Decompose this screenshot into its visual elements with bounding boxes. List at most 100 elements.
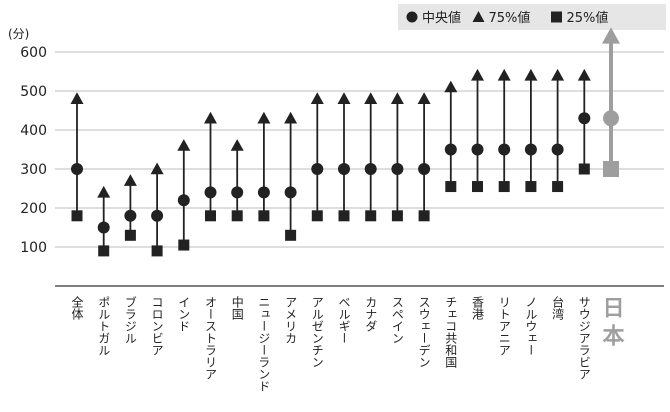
p75-triangle bbox=[471, 68, 484, 81]
median-circle bbox=[97, 221, 110, 234]
median-circle bbox=[311, 163, 324, 175]
x-tick-label: 台湾 bbox=[551, 295, 565, 321]
median-circle bbox=[471, 143, 484, 156]
p75-triangle bbox=[551, 68, 565, 81]
median-circle bbox=[284, 186, 297, 199]
category-range-20 bbox=[602, 27, 620, 177]
category-range-12 bbox=[390, 92, 404, 222]
gridlines bbox=[55, 51, 664, 248]
p25-square bbox=[285, 229, 297, 241]
median-circle bbox=[524, 143, 537, 156]
category-range-16 bbox=[497, 68, 511, 193]
legend-label: 75%値 bbox=[489, 10, 531, 26]
x-tick-label: 香港 bbox=[471, 296, 485, 320]
median-circle bbox=[204, 186, 217, 199]
category-range-13 bbox=[417, 92, 431, 222]
median-circle bbox=[231, 186, 244, 199]
p25-square bbox=[418, 210, 430, 222]
x-tick-label: アメリカ bbox=[284, 296, 298, 344]
p75-triangle bbox=[364, 92, 378, 104]
p25-square bbox=[231, 210, 243, 222]
y-tick-labels: 100 200 300 400 500 600 bbox=[20, 45, 47, 256]
x-tick-label: オーストラリア bbox=[204, 296, 218, 380]
legend-background bbox=[398, 4, 666, 30]
p25-square bbox=[124, 229, 136, 241]
category-range-4 bbox=[177, 139, 191, 251]
median-circle bbox=[444, 143, 457, 156]
p75-triangle bbox=[123, 174, 137, 186]
legend-square-icon bbox=[551, 11, 562, 23]
p75-triangle bbox=[177, 139, 191, 151]
y-tick-label: 100 bbox=[20, 240, 47, 256]
p25-square bbox=[71, 210, 83, 222]
p75-triangle bbox=[524, 68, 538, 81]
y-tick-label: 400 bbox=[20, 123, 47, 139]
y-tick-label: 500 bbox=[20, 84, 47, 100]
x-tick-label: スペイン bbox=[390, 296, 404, 344]
p75-triangle bbox=[337, 92, 351, 104]
x-tick-label: アルゼンチン bbox=[310, 296, 324, 368]
x-tick-labels: 全体 ポルトガル ブラジル コロンビア インド オーストラリア 中国 ニュージーランド アメリカ… bbox=[70, 295, 625, 392]
x-tick-label: コロンビア bbox=[150, 296, 164, 356]
p25-square bbox=[365, 210, 377, 222]
p75-triangle bbox=[310, 92, 324, 104]
p25-square bbox=[498, 181, 510, 193]
legend-label: 中央値 bbox=[422, 10, 461, 26]
x-tick-label: サウジアラビア bbox=[577, 296, 591, 380]
p75-triangle bbox=[70, 92, 84, 104]
x-tick-label: 日本 bbox=[599, 296, 625, 352]
p25-square bbox=[338, 210, 350, 222]
p25-square bbox=[258, 210, 270, 222]
category-range-19 bbox=[577, 68, 591, 175]
median-circle bbox=[418, 163, 431, 175]
category-range-1 bbox=[97, 185, 111, 257]
x-tick-label: スウェーデン bbox=[417, 296, 431, 368]
x-tick-label: 全体 bbox=[70, 295, 84, 321]
category-range-5 bbox=[204, 111, 217, 222]
p25-square bbox=[445, 181, 457, 193]
x-tick-label: チェコ共和国 bbox=[444, 296, 458, 368]
series-marks bbox=[70, 27, 620, 257]
category-range-11 bbox=[364, 92, 378, 222]
p75-triangle bbox=[150, 162, 164, 175]
median-circle bbox=[257, 186, 270, 199]
median-circle bbox=[151, 209, 164, 222]
p75-triangle bbox=[602, 27, 620, 44]
y-tick-label: 200 bbox=[20, 201, 47, 217]
median-circle bbox=[124, 209, 137, 222]
p25-square bbox=[98, 245, 110, 257]
category-range-10 bbox=[337, 92, 351, 222]
p75-triangle bbox=[204, 111, 217, 124]
p75-triangle bbox=[497, 68, 511, 81]
legend: 中央値 75%値 25%値 bbox=[406, 10, 608, 26]
x-tick-label: ポルトガル bbox=[97, 296, 111, 356]
p25-square bbox=[472, 181, 483, 193]
median-circle bbox=[578, 112, 591, 125]
median-circle bbox=[551, 143, 564, 156]
category-range-6 bbox=[230, 139, 244, 222]
category-range-8 bbox=[284, 111, 298, 241]
median-circle bbox=[391, 163, 404, 175]
x-tick-label: ノルウェー bbox=[524, 296, 538, 356]
category-range-17 bbox=[524, 68, 538, 193]
category-range-18 bbox=[551, 68, 565, 193]
p25-square bbox=[178, 239, 190, 251]
x-tick-label: リトアニア bbox=[497, 296, 511, 356]
median-circle bbox=[71, 163, 83, 175]
median-circle bbox=[498, 143, 511, 156]
x-tick-label: ベルギー bbox=[337, 296, 351, 344]
y-tick-label: 300 bbox=[20, 162, 47, 178]
category-range-15 bbox=[471, 68, 484, 193]
p25-square bbox=[311, 210, 323, 222]
p75-triangle bbox=[97, 185, 111, 198]
median-circle bbox=[338, 163, 350, 175]
p75-triangle bbox=[390, 92, 404, 104]
p25-square bbox=[578, 163, 590, 175]
p25-square bbox=[603, 161, 619, 177]
p75-triangle bbox=[230, 139, 244, 151]
x-tick-label: カナダ bbox=[364, 296, 378, 332]
category-range-0 bbox=[70, 92, 84, 222]
median-circle bbox=[603, 110, 619, 127]
category-range-2 bbox=[123, 174, 137, 241]
